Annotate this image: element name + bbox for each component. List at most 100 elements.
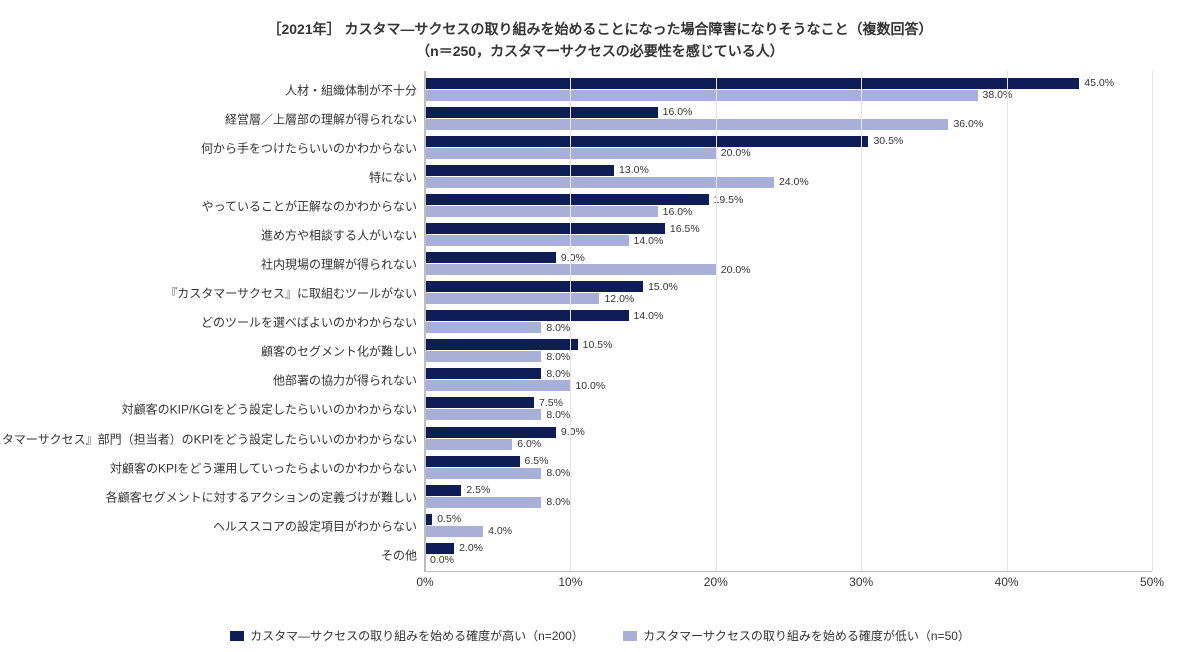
chart-container: ［2021年］ カスタマ―サクセスの取り組みを始めることになった場合障害になりそ… <box>0 0 1200 652</box>
value-label: 20.0% <box>721 147 751 159</box>
bar-row: どのツールを選べばよいのかわからない14.0%8.0% <box>425 309 1152 335</box>
value-label: 7.5% <box>539 397 563 409</box>
bar-a: 2.0% <box>425 543 454 554</box>
value-label: 8.0% <box>546 351 570 363</box>
bar-a: 15.0% <box>425 281 643 292</box>
gridline <box>861 71 862 571</box>
bar-row: 人材・組織体制が不十分45.0%38.0% <box>425 77 1152 103</box>
value-label: 8.0% <box>546 322 570 334</box>
bar-a: 6.5% <box>425 456 520 467</box>
value-label: 8.0% <box>546 368 570 380</box>
gridline <box>570 71 571 571</box>
x-tick-label: 20% <box>704 575 728 589</box>
legend: カスタマ―サクセスの取り組みを始める確度が高い（n=200） カスタマーサクセス… <box>0 627 1200 644</box>
bar-b: 10.0% <box>425 380 570 391</box>
bar-b: 8.0% <box>425 409 541 420</box>
bar-row: 社内現場の理解が得られない9.0%20.0% <box>425 251 1152 277</box>
value-label: 16.0% <box>663 106 693 118</box>
chart-title: ［2021年］ カスタマ―サクセスの取り組みを始めることになった場合障害になりそ… <box>24 18 1176 63</box>
value-label: 16.5% <box>670 223 700 235</box>
bar-b: 8.0% <box>425 497 541 508</box>
category-label: ヘルススコアの設定項目がわからない <box>213 517 425 534</box>
value-label: 4.0% <box>488 525 512 537</box>
bar-row: 特にない13.0%24.0% <box>425 164 1152 190</box>
category-label: 各顧客セグメントに対するアクションの定義づけが難しい <box>106 488 425 505</box>
category-label: 進め方や相談する人がいない <box>261 227 425 244</box>
value-label: 24.0% <box>779 176 809 188</box>
bar-a: 0.5% <box>425 514 432 525</box>
category-label: 社内現場の理解が得られない <box>261 256 425 273</box>
value-label: 36.0% <box>953 118 983 130</box>
value-label: 19.5% <box>714 194 744 206</box>
value-label: 14.0% <box>634 235 664 247</box>
gridline <box>716 71 717 571</box>
value-label: 10.0% <box>575 380 605 392</box>
bar-a: 19.5% <box>425 194 709 205</box>
bar-row: 対顧客のKPIをどう運用していったらよいのかわからない6.5%8.0% <box>425 455 1152 481</box>
value-label: 15.0% <box>648 281 678 293</box>
bar-row: 何から手をつけたらいいのかわからない30.5%20.0% <box>425 135 1152 161</box>
value-label: 16.0% <box>663 206 693 218</box>
x-tick-label: 10% <box>558 575 582 589</box>
chart-title-line1: ［2021年］ カスタマ―サクセスの取り組みを始めることになった場合障害になりそ… <box>24 18 1176 40</box>
bar-row: その他2.0%0.0% <box>425 542 1152 568</box>
category-label: 他部署の協力が得られない <box>273 372 425 389</box>
bar-b: 12.0% <box>425 293 599 304</box>
value-label: 0.5% <box>437 513 461 525</box>
category-label: やっていることが正解なのかわからない <box>202 198 425 215</box>
bar-a: 45.0% <box>425 78 1079 89</box>
value-label: 2.0% <box>459 542 483 554</box>
value-label: 8.0% <box>546 467 570 479</box>
value-label: 9.0% <box>561 426 585 438</box>
legend-item-low: カスタマーサクセスの取り組みを始める確度が低い（n=50） <box>623 627 970 644</box>
category-label: 特にない <box>369 168 425 185</box>
bars-container: 人材・組織体制が不十分45.0%38.0%経営層／上層部の理解が得られない16.… <box>425 77 1152 568</box>
bar-b: 16.0% <box>425 206 658 217</box>
value-label: 20.0% <box>721 264 751 276</box>
value-label: 6.5% <box>525 455 549 467</box>
bar-b: 14.0% <box>425 235 629 246</box>
bar-b: 8.0% <box>425 322 541 333</box>
bar-a: 16.0% <box>425 107 658 118</box>
category-label: 対顧客のKIP/KGIをどう設定したらいいのかわからない <box>122 401 425 418</box>
value-label: 30.5% <box>873 135 903 147</box>
category-label: 何から手をつけたらいいのかわからない <box>201 139 425 156</box>
bar-b: 36.0% <box>425 119 948 130</box>
legend-label-high: カスタマ―サクセスの取り組みを始める確度が高い（n=200） <box>250 627 584 644</box>
gridline <box>425 71 426 571</box>
bar-a: 8.0% <box>425 368 541 379</box>
value-label: 8.0% <box>546 409 570 421</box>
bar-a: 7.5% <box>425 397 534 408</box>
value-label: 13.0% <box>619 164 649 176</box>
bar-a: 9.0% <box>425 427 556 438</box>
bar-b: 24.0% <box>425 177 774 188</box>
chart-title-line2: （n＝250，カスタマーサクセスの必要性を感じている人） <box>24 40 1176 62</box>
value-label: 0.0% <box>430 554 454 566</box>
x-tick-label: 50% <box>1140 575 1164 589</box>
bar-b: 8.0% <box>425 351 541 362</box>
plot-area: 人材・組織体制が不十分45.0%38.0%経営層／上層部の理解が得られない16.… <box>424 71 1152 572</box>
value-label: 8.0% <box>546 496 570 508</box>
value-label: 12.0% <box>604 293 634 305</box>
gridline <box>1152 71 1153 571</box>
bar-row: 対顧客のKIP/KGIをどう設定したらいいのかわからない7.5%8.0% <box>425 396 1152 422</box>
legend-swatch-low <box>623 631 637 641</box>
gridline <box>1007 71 1008 571</box>
bar-row: 各顧客セグメントに対するアクションの定義づけが難しい2.5%8.0% <box>425 484 1152 510</box>
bar-b: 6.0% <box>425 439 512 450</box>
bar-a: 16.5% <box>425 223 665 234</box>
bar-row: ヘルススコアの設定項目がわからない0.5%4.0% <box>425 513 1152 539</box>
legend-item-high: カスタマ―サクセスの取り組みを始める確度が高い（n=200） <box>230 627 584 644</box>
category-label: その他 <box>381 546 425 563</box>
value-label: 9.0% <box>561 252 585 264</box>
value-label: 6.0% <box>517 438 541 450</box>
x-tick-label: 40% <box>995 575 1019 589</box>
value-label: 38.0% <box>983 89 1013 101</box>
bar-a: 14.0% <box>425 310 629 321</box>
bar-a: 10.5% <box>425 339 578 350</box>
value-label: 45.0% <box>1084 77 1114 89</box>
value-label: 14.0% <box>634 310 664 322</box>
bar-row: 進め方や相談する人がいない16.5%14.0% <box>425 222 1152 248</box>
category-label: 『カスタマーサクセス』に取組むツールがない <box>165 285 425 302</box>
category-label: 人材・組織体制が不十分 <box>285 81 425 98</box>
